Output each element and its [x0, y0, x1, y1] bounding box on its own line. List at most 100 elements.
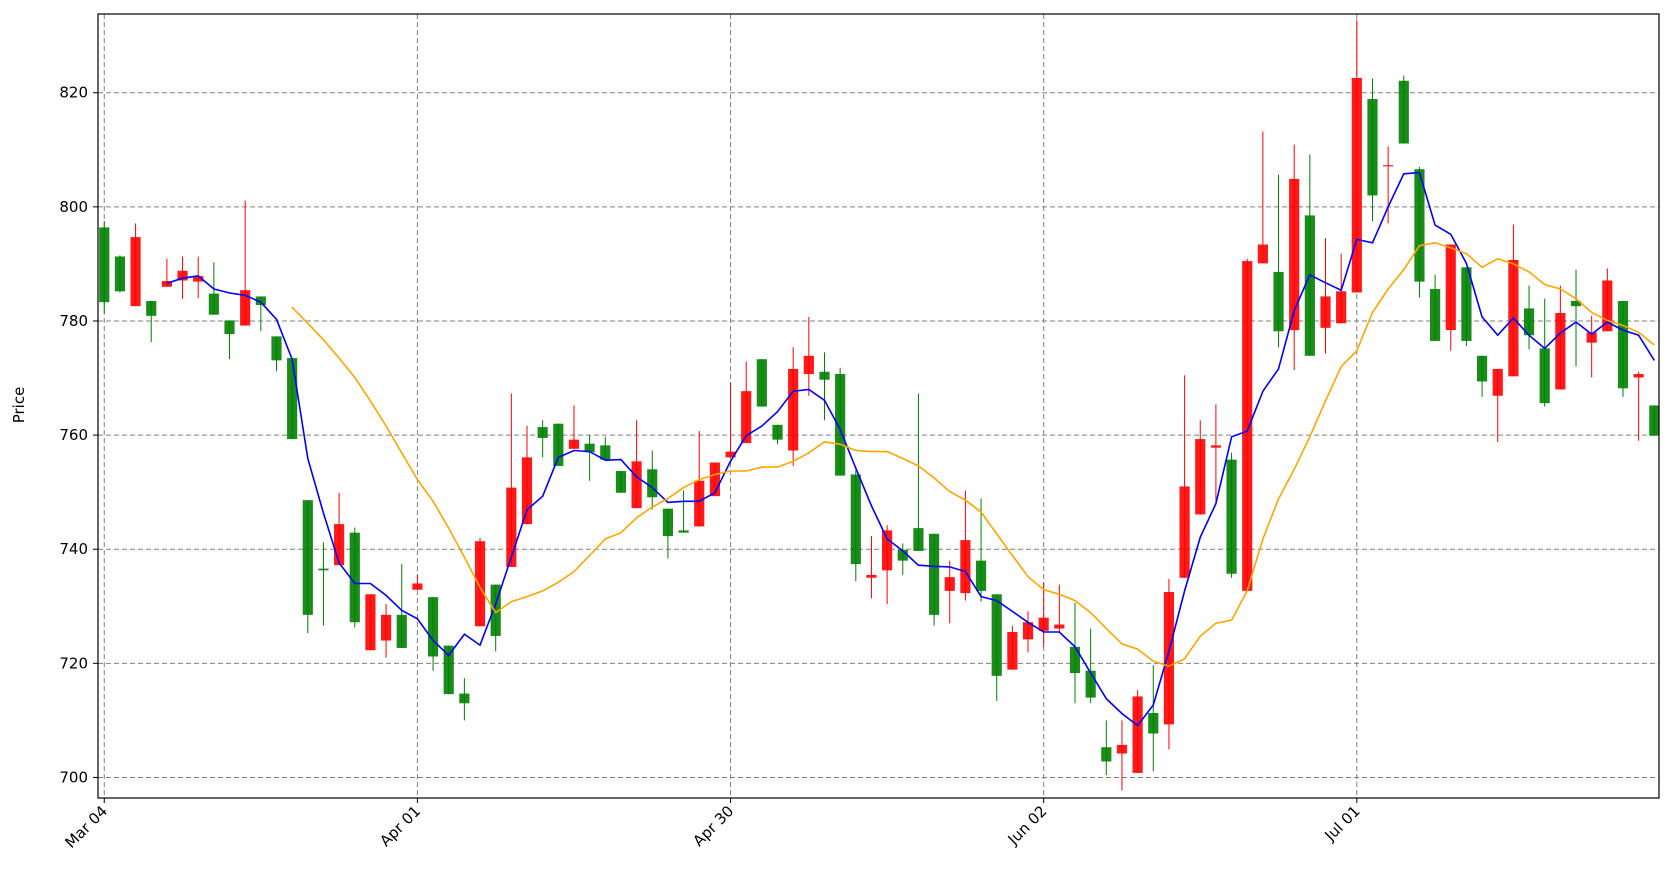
candle-body — [208, 293, 219, 315]
candle-body — [99, 227, 110, 303]
candle-body — [1649, 405, 1660, 436]
candle-body — [396, 614, 407, 648]
candle-body — [913, 528, 924, 551]
plot-frame — [97, 13, 1660, 799]
y-tick-label: 700 — [59, 768, 88, 786]
candle-body — [1570, 301, 1582, 307]
candle-body — [991, 594, 1002, 676]
x-tick-label: Jul 01 — [1321, 802, 1364, 845]
candle-body — [1116, 744, 1128, 754]
moving-average-line — [291, 241, 1655, 668]
candle-body — [553, 423, 564, 466]
candle-body — [866, 574, 877, 578]
y-tick-label: 780 — [59, 312, 88, 330]
candle-body — [161, 281, 172, 287]
candle-body — [146, 301, 157, 316]
candle-body — [1586, 332, 1597, 343]
candle-body — [302, 500, 313, 615]
candle-body — [615, 471, 627, 493]
y-tick-label: 760 — [59, 426, 88, 444]
candle-body — [521, 457, 533, 525]
candle-body — [459, 693, 470, 704]
candle-body — [318, 568, 329, 571]
candle-body — [1022, 622, 1034, 640]
candle-body — [568, 439, 580, 449]
candle-body — [1257, 244, 1268, 264]
candle-body — [443, 645, 454, 695]
candle-body — [537, 427, 548, 438]
candle-body — [694, 480, 705, 527]
candle-body — [1351, 77, 1362, 293]
candle-body — [600, 445, 611, 460]
candle-body — [506, 487, 517, 567]
candle-body — [287, 358, 298, 440]
candle-body — [725, 451, 736, 458]
candle-body — [944, 577, 955, 591]
candle-body — [1414, 169, 1425, 282]
candle-body — [1398, 80, 1409, 144]
candle-body — [1242, 261, 1253, 591]
y-tick-label: 820 — [59, 84, 88, 102]
candle-body — [1523, 308, 1535, 336]
candle-body — [1430, 289, 1441, 341]
candle-body — [380, 614, 392, 641]
candle-body — [1179, 486, 1190, 578]
x-tick-label: Jun 02 — [1004, 802, 1051, 849]
y-tick-label: 720 — [59, 654, 88, 672]
candle-body — [678, 530, 689, 533]
moving-average-line — [166, 171, 1655, 727]
candle-body — [1617, 301, 1629, 389]
candle-body — [1539, 348, 1550, 404]
candle-body — [1492, 368, 1503, 396]
candle-body — [1054, 624, 1065, 629]
candle-body — [474, 541, 486, 627]
candle-body — [193, 275, 204, 282]
candle-body — [1132, 696, 1143, 773]
x-tick-label: Apr 30 — [689, 802, 737, 850]
candle-body — [1367, 99, 1378, 196]
candle-body — [1148, 712, 1159, 734]
candle-body — [1602, 280, 1613, 332]
candle-body — [1273, 271, 1284, 332]
candle-body — [975, 560, 987, 591]
candle-body — [1101, 747, 1112, 762]
candle-body — [631, 461, 642, 509]
y-tick-label: 740 — [59, 540, 88, 558]
candle-body — [819, 371, 830, 380]
candle-body — [882, 530, 893, 571]
candle-body — [662, 508, 674, 537]
candle-body — [271, 336, 282, 361]
candle-body — [647, 469, 658, 498]
candle-body — [1633, 374, 1644, 378]
candle-body — [1320, 296, 1331, 328]
candle-body — [1304, 215, 1315, 356]
candle-body — [224, 320, 235, 335]
candle-body — [240, 290, 251, 326]
candle-body — [897, 549, 908, 561]
candle-body — [803, 355, 814, 375]
candle-body — [1445, 244, 1456, 331]
candle-body — [850, 474, 861, 565]
candle-body — [1336, 291, 1347, 324]
candle-body — [490, 584, 501, 636]
candle-body — [709, 462, 720, 497]
candle-body — [835, 374, 846, 476]
candle-body — [427, 597, 439, 657]
candle-body — [1195, 439, 1206, 515]
candle-body — [1555, 312, 1566, 390]
candle-body — [1476, 355, 1488, 382]
x-tick-label: Mar 04 — [61, 802, 111, 852]
candle-body — [1007, 631, 1018, 670]
candle-body — [334, 524, 345, 566]
candle-body — [349, 532, 360, 623]
candle-body — [1163, 592, 1175, 725]
candle-body — [1226, 459, 1237, 574]
y-tick-label: 800 — [59, 198, 88, 216]
candle-body — [741, 391, 752, 444]
candle-body — [177, 270, 188, 281]
candle-body — [1289, 178, 1300, 331]
candle-body — [1038, 617, 1049, 631]
candle-body — [365, 594, 376, 651]
candle-body — [130, 237, 141, 307]
